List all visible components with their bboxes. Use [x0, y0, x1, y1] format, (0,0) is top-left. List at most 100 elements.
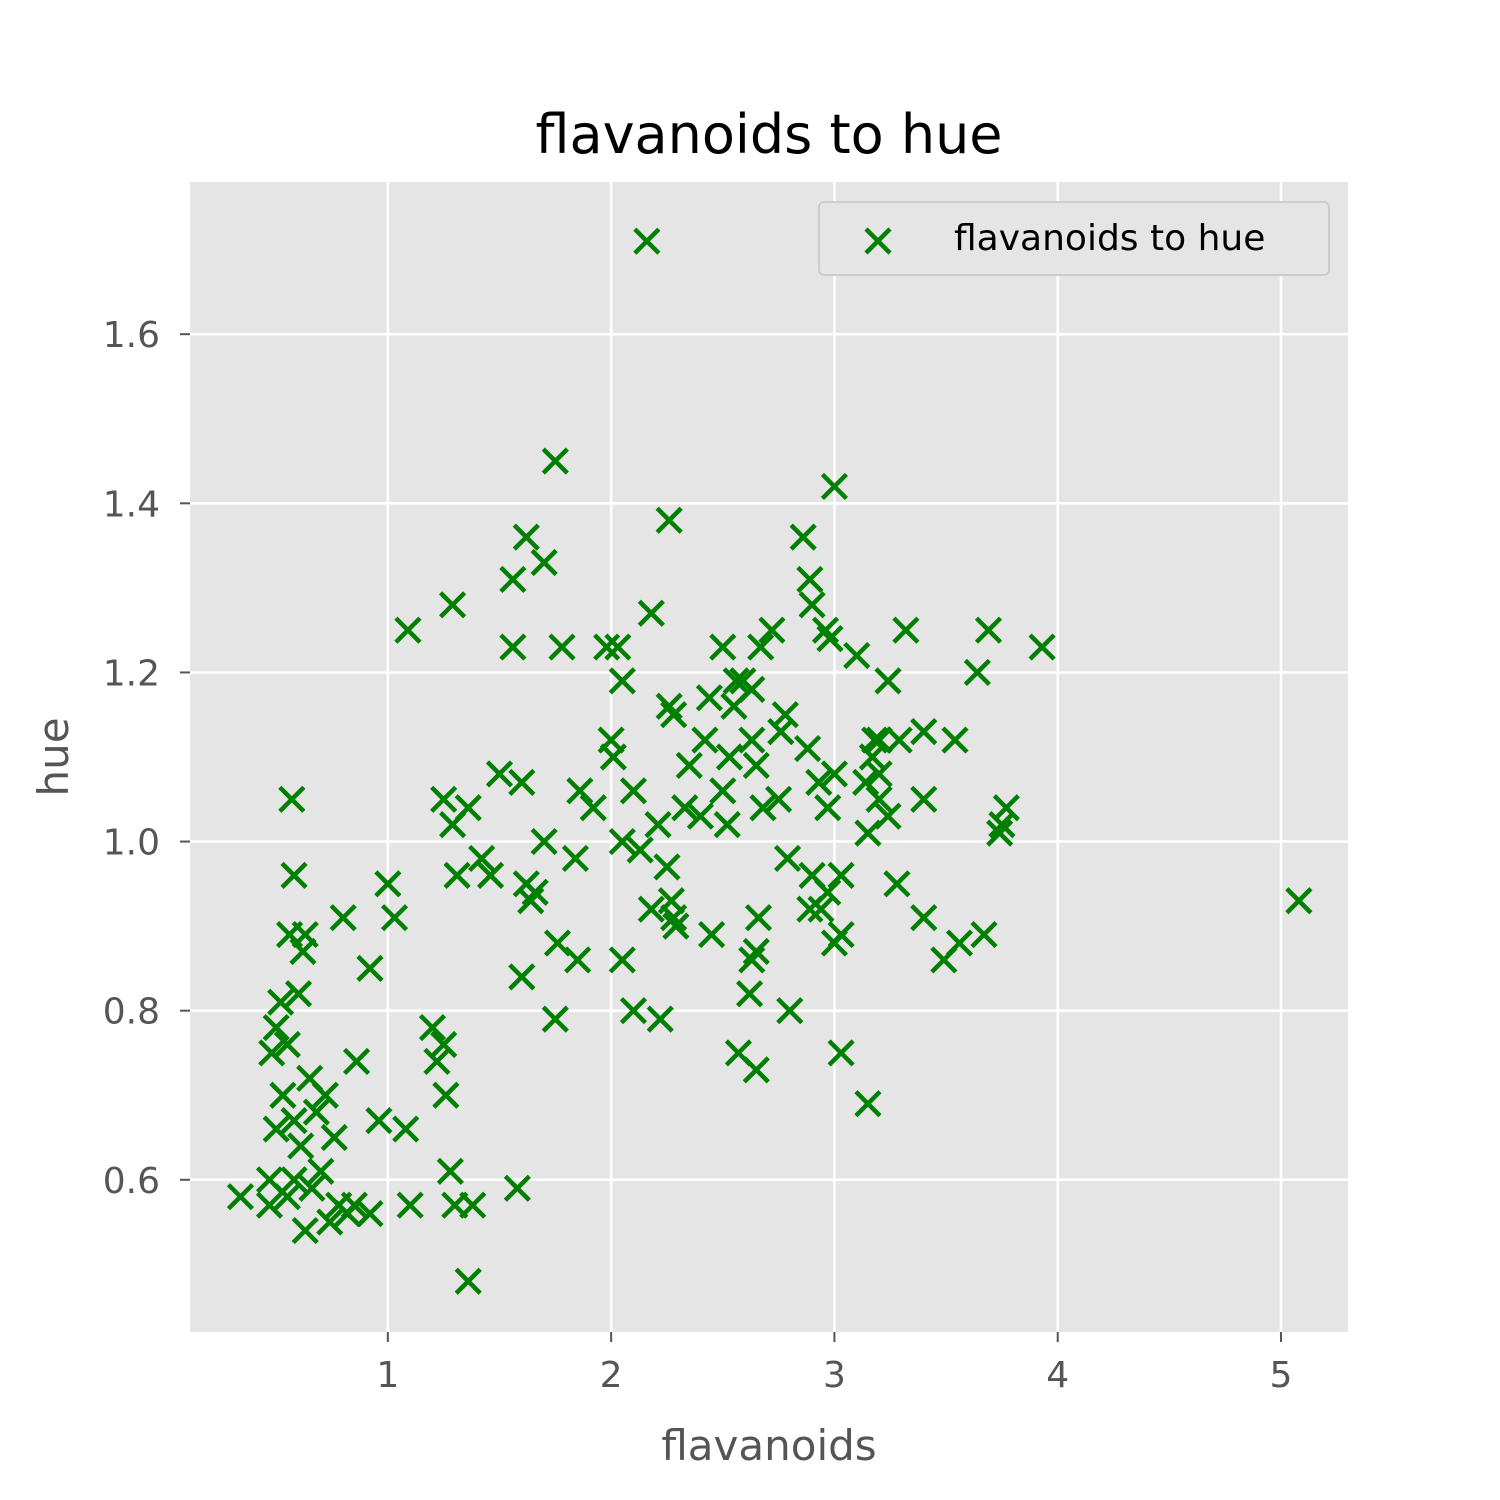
data-point	[608, 827, 636, 856]
data-point	[394, 616, 422, 644]
data-point	[767, 718, 795, 746]
data-point	[566, 777, 594, 805]
data-point	[910, 785, 938, 813]
y-tick-label: 1.6	[103, 315, 160, 356]
data-point	[302, 1098, 330, 1126]
data-point	[468, 844, 496, 873]
data-point	[695, 684, 723, 712]
data-point	[608, 946, 636, 974]
data-point	[316, 1208, 344, 1236]
data-point	[356, 954, 384, 982]
data-point	[758, 616, 786, 644]
data-point	[503, 1174, 531, 1202]
data-point	[365, 1107, 393, 1135]
data-point	[280, 1107, 308, 1135]
data-point	[941, 726, 969, 754]
y-tick-label: 1.4	[103, 484, 160, 525]
data-point	[910, 904, 938, 932]
data-point	[275, 920, 304, 949]
data-point	[655, 506, 683, 534]
data-point	[662, 912, 690, 940]
plot-area	[190, 182, 1348, 1332]
data-point	[827, 861, 855, 889]
data-point	[564, 946, 592, 974]
legend: flavanoids to hue	[818, 201, 1330, 276]
data-point	[865, 785, 893, 813]
data-point	[686, 802, 715, 830]
data-point	[423, 1047, 451, 1076]
data-point	[691, 726, 719, 754]
data-point	[599, 743, 627, 771]
data-point	[854, 1090, 882, 1118]
data-point	[644, 811, 672, 839]
data-point	[604, 633, 632, 661]
data-point	[374, 870, 402, 898]
data-point	[561, 844, 589, 873]
data-point	[543, 929, 572, 957]
data-point	[713, 811, 741, 839]
y-tick-label: 1.2	[103, 653, 160, 694]
data-point	[970, 920, 998, 949]
data-point	[342, 1047, 371, 1076]
data-point	[454, 794, 482, 822]
data-point	[749, 794, 777, 822]
data-point	[773, 844, 802, 873]
data-point	[1285, 887, 1313, 915]
data-point	[738, 675, 766, 703]
data-point	[798, 591, 826, 619]
data-point	[852, 768, 880, 796]
data-point	[945, 929, 974, 957]
data-point	[262, 1115, 290, 1143]
data-point	[974, 616, 1003, 644]
data-point	[320, 1123, 348, 1152]
data-point	[865, 726, 893, 754]
data-point	[807, 895, 835, 923]
data-point	[430, 785, 458, 813]
data-point	[273, 1030, 301, 1059]
data-point	[476, 861, 505, 889]
grid-lines	[190, 182, 1348, 1332]
legend-label: flavanoids to hue	[954, 218, 1265, 259]
data-point	[380, 904, 409, 932]
data-point	[530, 548, 558, 577]
data-point	[988, 811, 1016, 839]
data-point	[986, 819, 1014, 847]
data-point	[771, 701, 799, 729]
data-point	[742, 1056, 770, 1084]
data-point	[794, 734, 822, 763]
data-point	[816, 625, 844, 653]
data-point	[892, 616, 920, 644]
data-point	[827, 920, 855, 949]
data-point	[298, 1174, 326, 1202]
data-point	[499, 565, 527, 594]
data-point	[910, 718, 938, 746]
legend-x-marker	[864, 227, 892, 255]
data-point	[454, 1267, 482, 1295]
data-point	[883, 870, 911, 898]
data-point	[660, 701, 688, 729]
data-point	[512, 523, 540, 551]
data-point	[814, 794, 842, 822]
data-point	[284, 980, 313, 1008]
data-point	[311, 1081, 339, 1109]
data-point	[262, 1013, 290, 1042]
axis-ticks: 1 2 3 4 5 0.6 0.8 1.0 1.2 1.4 1.6	[103, 315, 1293, 1396]
data-point	[861, 726, 889, 754]
data-point	[619, 997, 648, 1025]
data-point	[273, 1183, 301, 1211]
data-point	[593, 633, 621, 661]
x-tick-label: 5	[1270, 1355, 1293, 1396]
data-point	[698, 920, 726, 949]
data-point	[226, 1183, 255, 1211]
data-point	[356, 1200, 384, 1228]
data-point	[722, 667, 750, 695]
data-point	[709, 777, 737, 805]
y-tick-label: 0.8	[103, 992, 160, 1033]
data-point	[418, 1013, 447, 1042]
data-point	[865, 760, 893, 788]
data-point	[258, 1039, 286, 1067]
data-point	[287, 1132, 315, 1160]
data-point	[430, 1030, 458, 1059]
data-point	[805, 768, 833, 796]
